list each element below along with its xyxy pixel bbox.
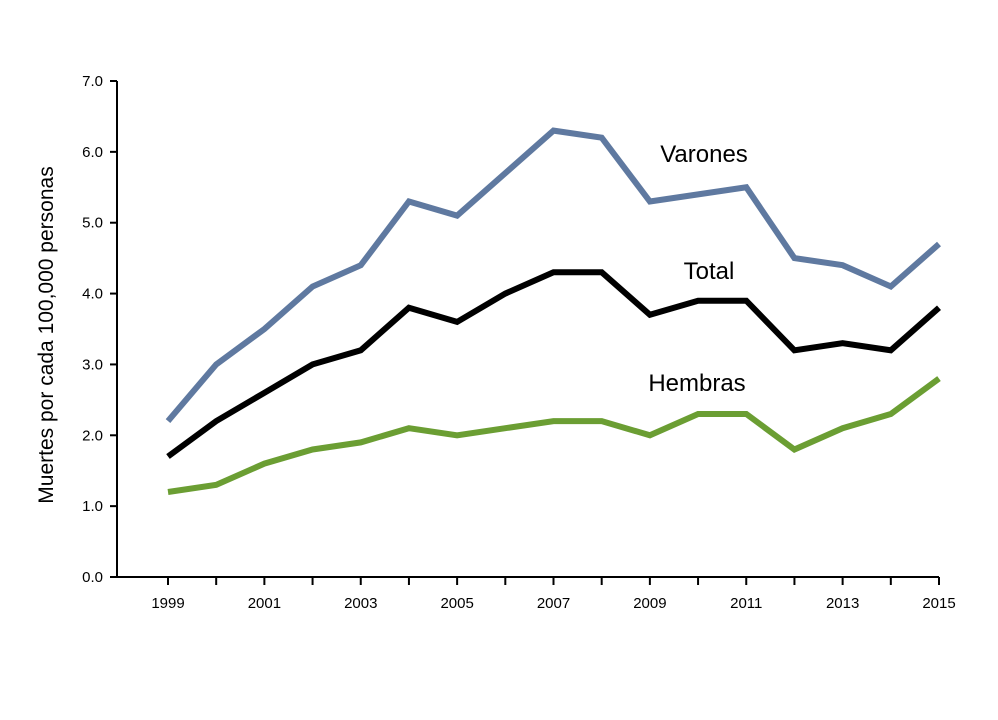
series-labels: Varones Total Hembras — [648, 141, 747, 397]
axes: 0.0 1.0 2.0 3.0 4.0 5.0 6.0 7.0 1999 2001 2003 2005… — [82, 73, 956, 612]
series-lines — [165, 127, 941, 495]
series-line-varones — [165, 127, 941, 424]
x-tick-label: 2001 — [248, 595, 281, 612]
y-tick-label: 3.0 — [82, 356, 103, 373]
y-tick-label: 0.0 — [82, 569, 103, 586]
x-tick-label: 1999 — [151, 595, 184, 612]
y-tick-label: 7.0 — [82, 73, 103, 90]
x-tick-label: 2015 — [922, 595, 955, 612]
x-tick-label: 2009 — [633, 595, 666, 612]
series-label-varones: Varones — [660, 141, 748, 168]
x-tick-label: 2011 — [730, 595, 762, 612]
series-label-total: Total — [684, 258, 735, 285]
x-tick-label: 2003 — [344, 595, 377, 612]
y-tick-label: 1.0 — [82, 498, 103, 515]
x-tick-label: 2005 — [440, 595, 473, 612]
y-axis-title: Muertes por cada 100,000 personas — [35, 166, 58, 503]
x-tick-label: 2013 — [826, 595, 859, 612]
y-tick-label: 5.0 — [82, 215, 103, 232]
y-tick-label: 4.0 — [82, 286, 103, 303]
y-tick-label: 2.0 — [82, 427, 103, 444]
series-line-hembras — [167, 376, 941, 495]
y-tick-label: 6.0 — [82, 144, 103, 161]
x-tick-label: 2007 — [537, 595, 570, 612]
series-line-total — [166, 269, 941, 459]
series-label-hembras: Hembras — [648, 370, 745, 397]
